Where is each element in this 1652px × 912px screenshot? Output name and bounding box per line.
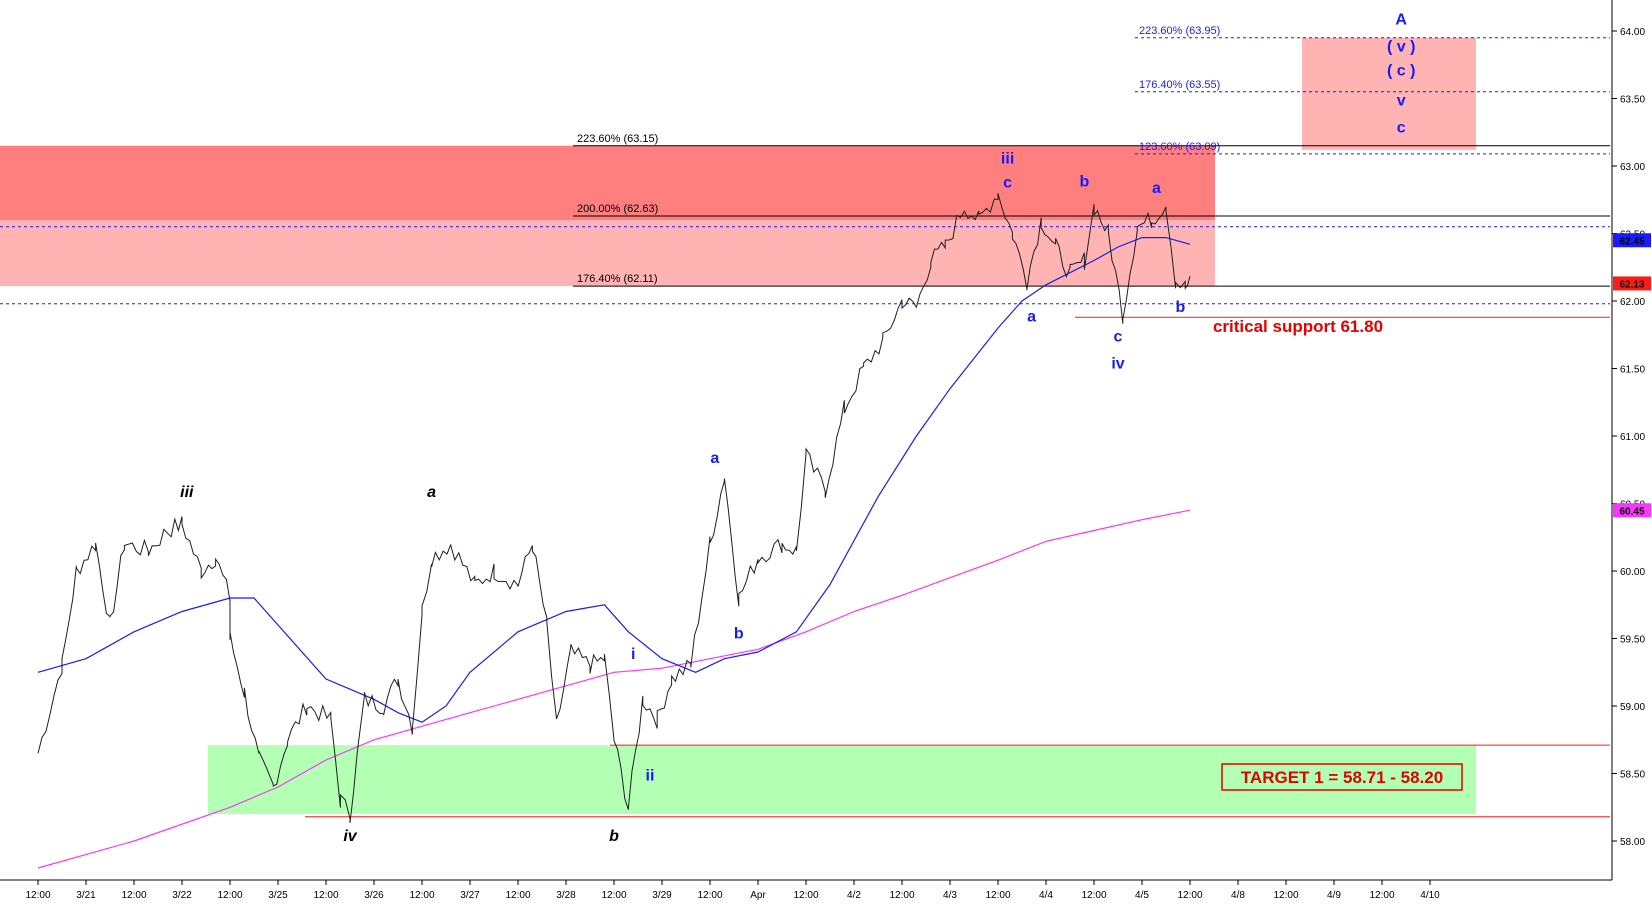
- x-tick-label: 12:00: [601, 890, 626, 901]
- y-tick-label: 61.50: [1620, 365, 1645, 376]
- critical-support-label: critical support 61.80: [1213, 317, 1383, 336]
- price-badge: [1613, 276, 1651, 291]
- x-tick-label: 3/29: [652, 890, 672, 901]
- y-tick-label: 63.50: [1620, 95, 1645, 106]
- price-badge-label: 62.45: [1619, 236, 1644, 247]
- x-tick-label: 4/10: [1420, 890, 1440, 901]
- x-tick-label: 12:00: [985, 890, 1010, 901]
- fib-level-label: 123.60% (63.09): [1139, 141, 1220, 153]
- wave-label: iii: [180, 484, 194, 501]
- x-tick-label: 12:00: [1273, 890, 1298, 901]
- price-badge-label: 60.45: [1619, 506, 1644, 517]
- resistance-zone-dark: [0, 145, 1215, 220]
- fib-level-label: 176.40% (62.11): [577, 273, 658, 285]
- x-tick-label: 3/21: [76, 890, 96, 901]
- x-tick-label: 4/2: [847, 890, 861, 901]
- target-1-label: TARGET 1 = 58.71 - 58.20: [1241, 768, 1443, 787]
- x-tick-label: 4/5: [1135, 890, 1149, 901]
- x-tick-label: 3/26: [364, 890, 384, 901]
- price-badge: [1613, 503, 1651, 518]
- fib-level-label: 223.60% (63.15): [577, 133, 658, 145]
- target-1-box: TARGET 1 = 58.71 - 58.20: [1221, 763, 1463, 791]
- x-tick-label: 12:00: [697, 890, 722, 901]
- x-tick-label: 3/28: [556, 890, 576, 901]
- x-tick-label: 12:00: [1081, 890, 1106, 901]
- x-tick-label: 4/8: [1231, 890, 1245, 901]
- x-tick-label: 12:00: [889, 890, 914, 901]
- price-badge: [1613, 233, 1651, 248]
- wave-label: b: [1176, 299, 1186, 316]
- wave-label: a: [1027, 308, 1036, 325]
- y-tick-label: 63.00: [1620, 162, 1645, 173]
- x-tick-label: 12:00: [313, 890, 338, 901]
- wave-label: i: [631, 646, 635, 663]
- y-tick-label: 60.00: [1620, 567, 1645, 578]
- wave-label: ( c ): [1387, 63, 1415, 80]
- y-tick-label: 58.50: [1620, 770, 1645, 781]
- wave-label: b: [734, 626, 744, 643]
- y-tick-label: 64.00: [1620, 27, 1645, 38]
- fib-level-label: 200.00% (62.63): [577, 203, 658, 215]
- x-tick-label: 12:00: [1369, 890, 1394, 901]
- wave-label: a: [427, 484, 436, 501]
- series-layer: [37, 193, 1191, 869]
- wave-label: iii: [1001, 150, 1014, 167]
- y-tick-label: 58.00: [1620, 837, 1645, 848]
- x-tick-label: 4/4: [1039, 890, 1053, 901]
- x-tick-label: 12:00: [121, 890, 146, 901]
- x-tick-label: 3/25: [268, 890, 288, 901]
- x-tick-label: 3/22: [172, 890, 192, 901]
- ma-magenta-line: [37, 509, 1191, 869]
- resistance-zone-light: [0, 220, 1215, 287]
- x-tick-label: 12:00: [409, 890, 434, 901]
- wave-label: iv: [343, 828, 357, 845]
- levels-layer: 223.60% (63.15) 200.00% (62.63) 176.40% (6…: [0, 25, 1610, 818]
- wave-label: ii: [646, 767, 655, 784]
- wave-label: ( v ): [1387, 38, 1415, 55]
- y-tick-label: 59.00: [1620, 702, 1645, 713]
- x-tick-label: 4/3: [943, 890, 957, 901]
- zones-layer: [0, 37, 1476, 814]
- y-tick-label: 59.50: [1620, 635, 1645, 646]
- wave-label: c: [1397, 119, 1406, 136]
- x-tick-label: 12:00: [505, 890, 530, 901]
- wave-label: c: [1003, 175, 1012, 192]
- x-tick-label: 3/27: [460, 890, 480, 901]
- wave-label: a: [1152, 180, 1161, 197]
- price-line: [37, 193, 1191, 824]
- wave-label: iv: [1111, 356, 1124, 373]
- x-tick-label: 4/9: [1327, 890, 1341, 901]
- y-tick-label: 62.00: [1620, 297, 1645, 308]
- x-tick-label: 12:00: [25, 890, 50, 901]
- y-tick-label: 61.00: [1620, 432, 1645, 443]
- wave-label: a: [710, 450, 719, 467]
- fib-level-label: 223.60% (63.95): [1139, 25, 1220, 37]
- ma-blue-line: [37, 237, 1191, 723]
- wave-label: A: [1395, 11, 1407, 28]
- x-tick-label: Apr: [750, 890, 766, 901]
- wave-label: b: [1080, 173, 1090, 190]
- wave-label: b: [609, 828, 619, 845]
- x-tick-label: 12:00: [1177, 890, 1202, 901]
- wave-label: v: [1397, 92, 1406, 109]
- x-tick-label: 12:00: [217, 890, 242, 901]
- wave-label: c: [1114, 329, 1123, 346]
- price-badge-label: 62.13: [1619, 279, 1644, 290]
- x-tick-label: 12:00: [793, 890, 818, 901]
- target-a-zone: [1302, 37, 1476, 150]
- fib-level-label: 176.40% (63.55): [1139, 79, 1220, 91]
- target-1-zone: [208, 745, 1476, 814]
